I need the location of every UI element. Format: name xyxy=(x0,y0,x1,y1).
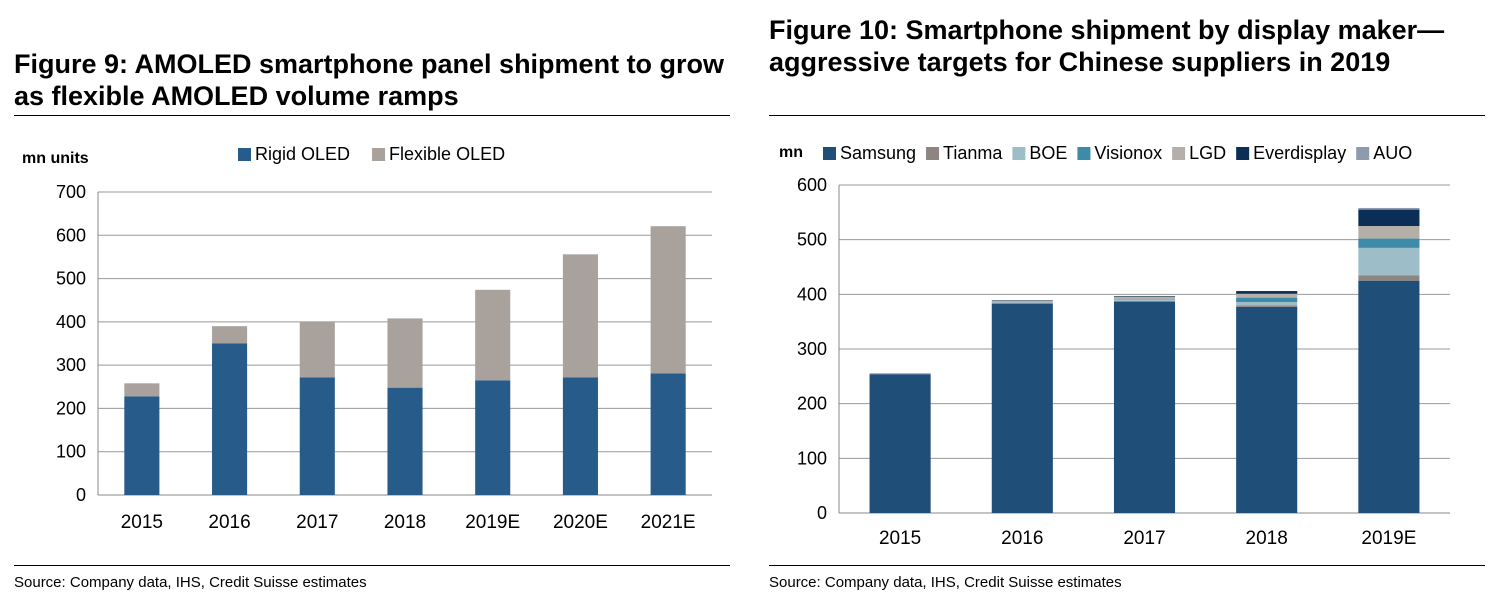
x-tick-label: 2019E xyxy=(1361,528,1416,549)
figure-9-source: Source: Company data, IHS, Credit Suisse… xyxy=(14,574,367,591)
bar-segment xyxy=(1113,299,1176,301)
y-tick-label: 400 xyxy=(56,312,86,332)
legend-label: AUO xyxy=(1373,143,1412,163)
y-tick-label: 200 xyxy=(797,394,827,414)
y-tick-label: 0 xyxy=(76,485,86,505)
x-tick-label: 2015 xyxy=(879,528,921,549)
bar-segment xyxy=(1113,299,1176,300)
y-tick-label: 600 xyxy=(797,175,827,195)
bar-segment xyxy=(1358,226,1420,239)
bar-segment xyxy=(991,300,1053,303)
bar-segment xyxy=(991,303,1053,304)
y-tick-label: 300 xyxy=(56,355,86,375)
y-tick-label: 300 xyxy=(797,339,827,359)
legend-swatch xyxy=(823,147,836,160)
bar-segment xyxy=(212,326,248,344)
bar-segment xyxy=(650,226,686,374)
bar-segment xyxy=(1358,207,1420,210)
y-tick-label: 400 xyxy=(797,284,827,304)
x-tick-label: 2017 xyxy=(296,512,338,533)
figure-9-title: Figure 9: AMOLED smartphone panel shipme… xyxy=(14,49,725,111)
legend-label: BOE xyxy=(1029,143,1067,163)
y-tick-label: 700 xyxy=(56,182,86,202)
bar-segment xyxy=(475,380,511,495)
x-tick-label: 2016 xyxy=(1001,528,1043,549)
bar-segment xyxy=(124,396,160,495)
figure-10-source-rule xyxy=(769,565,1485,566)
legend-label: Flexible OLED xyxy=(389,144,505,164)
bar-segment xyxy=(387,387,423,495)
bar-segment xyxy=(869,373,931,375)
x-tick-label: 2018 xyxy=(384,512,426,533)
y-tick-label: 100 xyxy=(56,442,86,462)
legend-swatch xyxy=(1356,147,1370,160)
bar-segment xyxy=(299,377,335,495)
figure-10-title: Figure 10: Smartphone shipment by displa… xyxy=(769,15,1445,77)
figure-10-panel: Figure 10: Smartphone shipment by displa… xyxy=(755,0,1496,607)
bar-segment xyxy=(991,303,1053,513)
legend-swatch xyxy=(1236,147,1250,160)
figure-9-chart: 0 100 200 300 400 500 600 700 mn units 2015 2016 20… xyxy=(22,144,712,533)
figure-9-title-rule xyxy=(14,115,730,116)
legend-label: Visionox xyxy=(1094,143,1162,163)
bar-segment xyxy=(1358,275,1420,281)
bar-segment xyxy=(387,318,423,388)
legend-label: LGD xyxy=(1189,143,1226,163)
bar-segment xyxy=(650,373,686,495)
legend-swatch xyxy=(1172,147,1186,160)
x-tick-label: 2017 xyxy=(1123,528,1165,549)
figure-10-title-rule xyxy=(769,115,1485,116)
bar-segment xyxy=(299,321,335,378)
bar-segment xyxy=(1236,293,1298,298)
y-tick-label: 500 xyxy=(797,230,827,250)
bar-segment xyxy=(1358,238,1420,248)
bar-segment xyxy=(991,300,1053,301)
bar-segment xyxy=(991,302,1053,304)
legend-label: Tianma xyxy=(943,143,1003,163)
figure-10-source: Source: Company data, IHS, Credit Suisse… xyxy=(769,574,1122,591)
y-tick-label: 500 xyxy=(56,269,86,289)
bar-segment xyxy=(1236,297,1298,302)
bar-segment xyxy=(1358,247,1420,276)
x-tick-label: 2021E xyxy=(641,512,696,533)
bar-segment xyxy=(1113,301,1176,513)
y-axis-label: mn units xyxy=(22,150,89,167)
bar-segment xyxy=(562,377,598,495)
y-tick-label: 0 xyxy=(817,503,827,523)
bar-segment xyxy=(1236,301,1298,306)
legend-swatch xyxy=(1012,147,1026,160)
x-tick-label: 2016 xyxy=(208,512,250,533)
y-axis-label: mn xyxy=(779,144,803,161)
bar-segment xyxy=(212,343,248,495)
bar-segment xyxy=(1236,291,1298,294)
bar-segment xyxy=(869,374,931,513)
bar-segment xyxy=(1358,209,1420,226)
bar-segment xyxy=(124,383,160,397)
bar-segment xyxy=(1113,300,1176,302)
legend-swatch xyxy=(238,148,251,161)
legend-swatch xyxy=(1077,147,1091,160)
legend-label: Rigid OLED xyxy=(255,144,350,164)
legend-swatch xyxy=(372,148,386,161)
figure-9-panel: Figure 9: AMOLED smartphone panel shipme… xyxy=(0,0,745,607)
x-tick-label: 2019E xyxy=(465,512,520,533)
x-tick-label: 2020E xyxy=(553,512,608,533)
figure-9-source-rule xyxy=(14,565,730,566)
bar-segment xyxy=(1113,295,1176,297)
bar-segment xyxy=(1358,280,1420,513)
bar-segment xyxy=(475,289,511,381)
figure-10-chart: 0 100 200 300 400 500 600 mn 2015 2016 2017 2018 201… xyxy=(779,143,1450,549)
y-tick-label: 200 xyxy=(56,398,86,418)
legend-swatch xyxy=(926,147,940,160)
bar-segment xyxy=(1113,296,1176,300)
legend-label: Samsung xyxy=(840,143,916,163)
y-tick-label: 600 xyxy=(56,225,86,245)
y-tick-label: 100 xyxy=(797,448,827,468)
bar-segment xyxy=(1236,306,1298,513)
legend-label: Everdisplay xyxy=(1253,143,1346,163)
bar-segment xyxy=(562,254,598,378)
x-tick-label: 2018 xyxy=(1246,528,1288,549)
bar-segment xyxy=(1236,305,1298,307)
x-tick-label: 2015 xyxy=(121,512,163,533)
